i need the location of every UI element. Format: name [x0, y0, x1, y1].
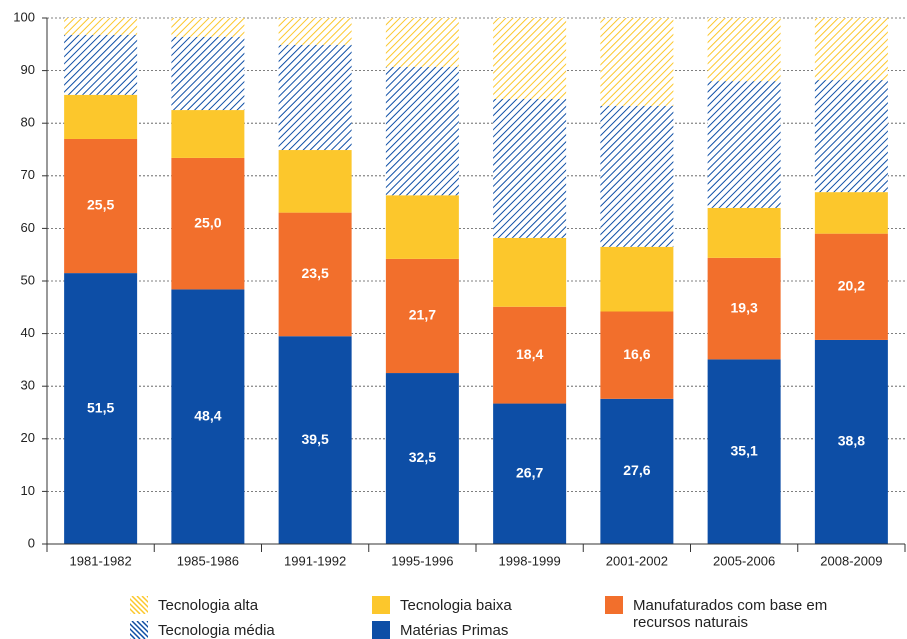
bar-segment — [707, 257, 781, 360]
data-label: 19,3 — [731, 299, 758, 315]
bar-segment — [493, 18, 567, 100]
bar-segment — [278, 212, 352, 337]
bar-segment — [171, 36, 245, 111]
x-tick-label: 2001-2002 — [606, 553, 668, 568]
legend-swatch — [605, 596, 623, 614]
x-tick-label: 1998-1999 — [499, 553, 561, 568]
bar-segment — [278, 44, 352, 151]
bar-segment — [707, 359, 781, 544]
x-tick-label: 1981-1982 — [70, 553, 132, 568]
bar-segment — [814, 18, 888, 81]
data-label: 51,5 — [87, 399, 114, 415]
bar-segment — [171, 110, 245, 158]
bar-segment — [278, 18, 352, 45]
bar-segment — [600, 105, 674, 247]
data-label: 39,5 — [302, 431, 329, 447]
bar-segment — [707, 207, 781, 258]
legend-label: Matérias Primas — [400, 622, 509, 639]
bar-segment — [600, 311, 674, 399]
x-tick-label: 2005-2006 — [713, 553, 775, 568]
y-tick-label: 10 — [21, 483, 35, 498]
bar-segment — [600, 18, 674, 106]
bar-segment — [171, 289, 245, 544]
bar-segment — [493, 306, 567, 404]
legend-swatch — [130, 621, 148, 639]
bar-segment — [385, 195, 459, 259]
y-tick-label: 50 — [21, 272, 35, 287]
bar-segment — [385, 18, 459, 67]
bar-segment — [814, 80, 888, 193]
data-label: 25,5 — [87, 197, 114, 213]
data-label: 26,7 — [516, 464, 543, 480]
bar-segment — [814, 192, 888, 234]
data-label: 25,0 — [194, 214, 221, 230]
bar-segment — [64, 273, 138, 544]
y-tick-label: 0 — [28, 535, 35, 550]
y-tick-label: 20 — [21, 430, 35, 445]
bar-segment — [814, 339, 888, 544]
bar-segment — [64, 18, 138, 35]
data-label: 21,7 — [409, 307, 436, 323]
bar-segment — [707, 18, 781, 82]
bar-segment — [278, 336, 352, 544]
legend-label: Tecnologia baixa — [400, 597, 512, 614]
chart: 0 10 20 30 40 50 60 70 80 90 100 51,5 25,5 1981-1982 4… — [13, 9, 906, 568]
y-tick-label: 80 — [21, 115, 35, 130]
data-label: 20,2 — [838, 277, 865, 293]
bar-segment — [600, 246, 674, 312]
data-label: 32,5 — [409, 449, 436, 465]
bar-segment — [385, 66, 459, 196]
bar-segment — [385, 258, 459, 374]
bar-segment — [493, 99, 567, 238]
data-label: 27,6 — [623, 462, 650, 478]
x-tick-label: 1985-1986 — [177, 553, 239, 568]
data-label: 38,8 — [838, 433, 865, 449]
legend-swatch — [372, 621, 390, 639]
y-tick-label: 40 — [21, 325, 35, 340]
bar-segment — [278, 150, 352, 213]
bar-segment — [600, 398, 674, 544]
y-tick-label: 100 — [13, 9, 35, 24]
bar-segment — [171, 157, 245, 290]
y-tick-label: 70 — [21, 167, 35, 182]
bar-segment — [64, 34, 138, 95]
bar-segment — [385, 373, 459, 544]
x-tick-label: 1995-1996 — [391, 553, 453, 568]
bar-segment — [493, 237, 567, 307]
data-label: 16,6 — [623, 346, 650, 362]
legend-label: Tecnologia média — [158, 622, 275, 639]
x-tick-label: 2008-2009 — [820, 553, 882, 568]
bar-segment — [64, 94, 138, 139]
bar-segment — [707, 81, 781, 208]
data-label: 48,4 — [194, 407, 221, 423]
bar-segment — [814, 233, 888, 340]
data-label: 23,5 — [302, 265, 329, 281]
data-label: 35,1 — [731, 442, 758, 458]
legend-label: Tecnologia alta — [158, 597, 259, 614]
legend-swatch — [130, 596, 148, 614]
bar-segment — [171, 18, 245, 37]
bar-segment — [64, 138, 138, 274]
y-tick-label: 30 — [21, 378, 35, 393]
x-tick-label: 1991-1992 — [284, 553, 346, 568]
data-label: 18,4 — [516, 346, 543, 362]
y-tick-label: 90 — [21, 62, 35, 77]
legend-label: Manufaturados com base em recursos natur… — [633, 597, 828, 631]
legend-swatch — [372, 596, 390, 614]
y-tick-label: 60 — [21, 220, 35, 235]
bar-segment — [493, 403, 567, 544]
